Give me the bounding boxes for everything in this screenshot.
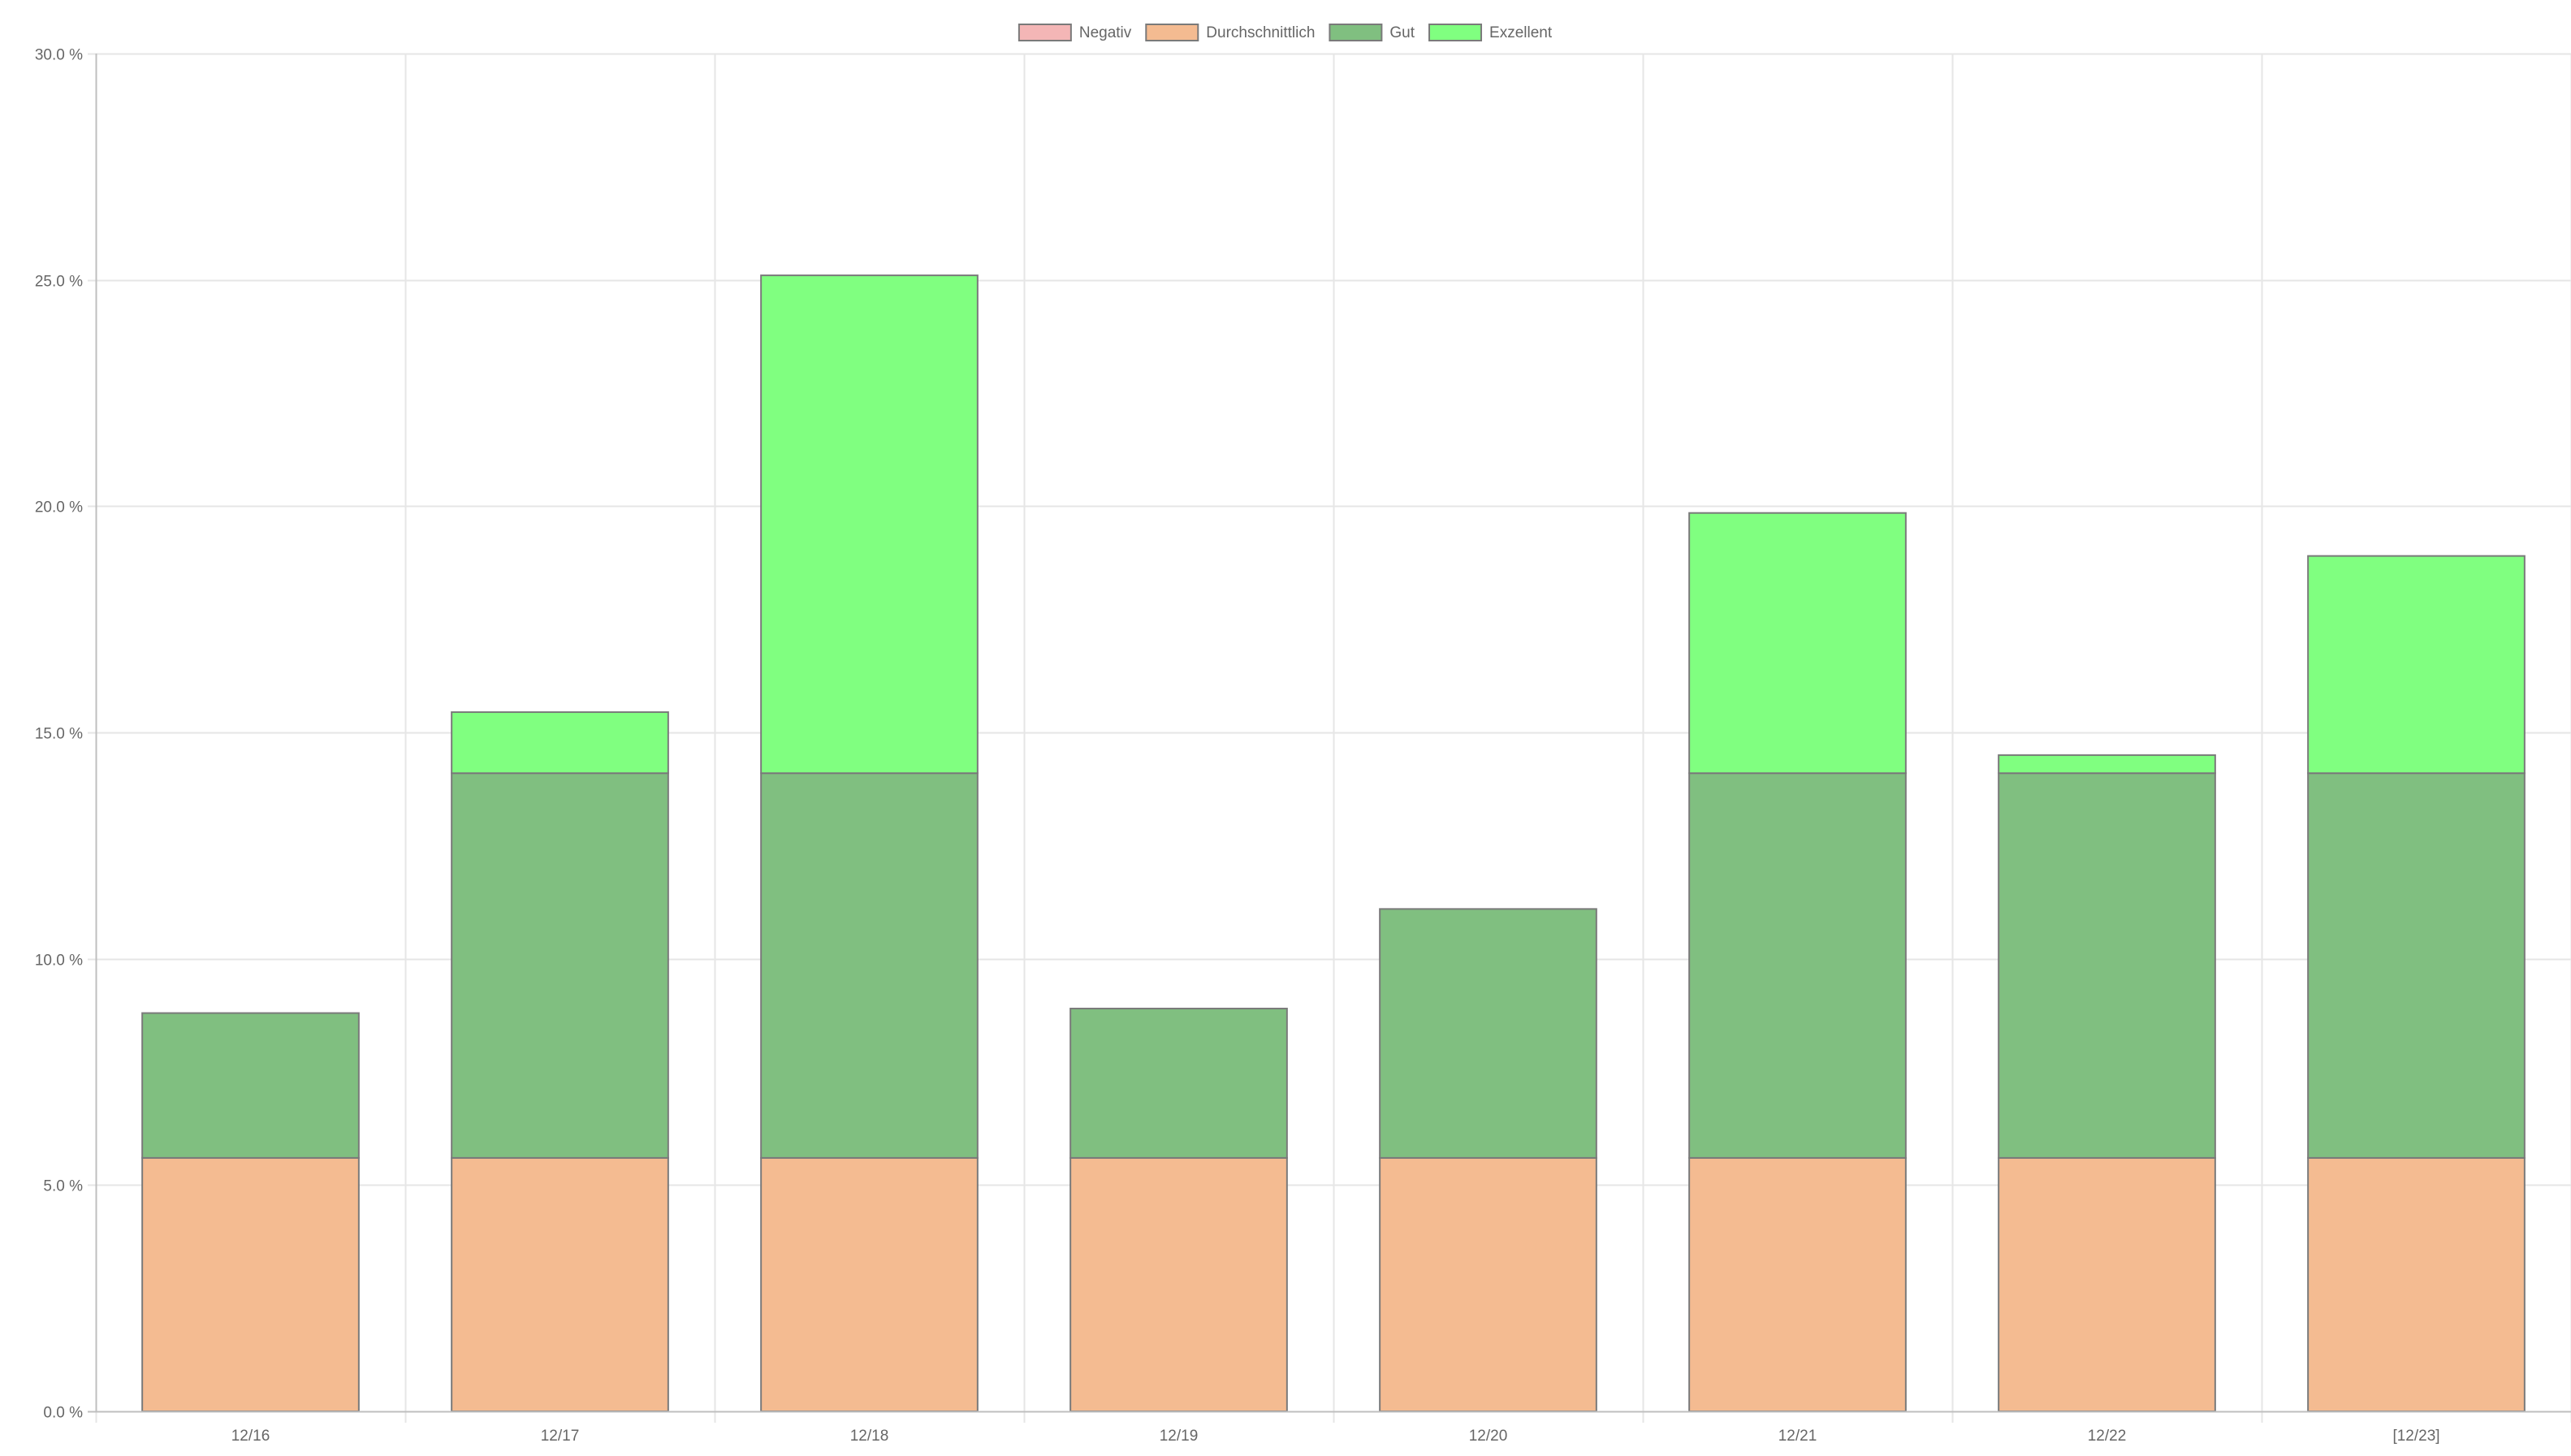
bars <box>141 274 2526 1412</box>
bar-durchschnittlich-7[interactable] <box>2307 1156 2526 1412</box>
legend-item-gut[interactable]: Gut <box>1329 24 1415 41</box>
x-tick-label: 12/22 <box>2088 1428 2127 1445</box>
legend-label: Durchschnittlich <box>1206 24 1315 41</box>
bar-gut-0[interactable] <box>141 1012 360 1159</box>
y-tick-label: 20.0 % <box>35 499 83 516</box>
legend-item-negativ[interactable]: Negativ <box>1018 24 1132 41</box>
bar-exzellent-2[interactable] <box>760 274 979 775</box>
bar-durchschnittlich-2[interactable] <box>760 1156 979 1412</box>
bar-gut-1[interactable] <box>451 772 669 1159</box>
bar-exzellent-6[interactable] <box>1998 754 2216 775</box>
bar-durchschnittlich-4[interactable] <box>1379 1156 1597 1412</box>
bar-exzellent-1[interactable] <box>451 711 669 775</box>
legend-label: Negativ <box>1079 24 1132 41</box>
x-tick-label: 12/21 <box>1778 1428 1817 1445</box>
x-tick-label: 12/19 <box>1160 1428 1199 1445</box>
bar-gut-5[interactable] <box>1688 772 1907 1159</box>
legend-swatch <box>1428 24 1483 41</box>
legend-label: Gut <box>1389 24 1415 41</box>
legend-swatch <box>1145 24 1199 41</box>
bar-gut-4[interactable] <box>1379 908 1597 1159</box>
y-tick-label: 0.0 % <box>43 1405 83 1422</box>
legend[interactable]: Negativ Durchschnittlich Gut Exzellent <box>1018 24 1553 41</box>
axes: 0.0 % 5.0 % 10.0 % 15.0 % 20.0 % 25.0 % 30.0 %… <box>35 47 2571 1445</box>
bar-durchschnittlich-5[interactable] <box>1688 1156 1907 1412</box>
bar-durchschnittlich-6[interactable] <box>1998 1156 2216 1412</box>
legend-swatch <box>1018 24 1072 41</box>
y-tick-label: 15.0 % <box>35 726 83 743</box>
x-tick-label: 12/18 <box>850 1428 889 1445</box>
x-tick-label: [12/23] <box>2392 1428 2439 1445</box>
bar-gut-7[interactable] <box>2307 772 2526 1159</box>
y-tick-label: 10.0 % <box>35 953 83 970</box>
y-tick-label: 30.0 % <box>35 47 83 64</box>
legend-item-durchschnittlich[interactable]: Durchschnittlich <box>1145 24 1315 41</box>
bar-exzellent-5[interactable] <box>1688 512 1907 775</box>
legend-swatch <box>1329 24 1383 41</box>
bar-durchschnittlich-0[interactable] <box>141 1156 360 1412</box>
grid-lines <box>88 53 2571 1423</box>
legend-label: Exzellent <box>1489 24 1553 41</box>
x-tick-label: 12/20 <box>1469 1428 1508 1445</box>
bar-gut-3[interactable] <box>1069 1007 1288 1159</box>
legend-item-exzellent[interactable]: Exzellent <box>1428 24 1553 41</box>
bar-gut-2[interactable] <box>760 772 979 1159</box>
bar-gut-6[interactable] <box>1998 772 2216 1159</box>
y-tick-label: 5.0 % <box>43 1178 83 1195</box>
x-tick-label: 12/16 <box>231 1428 270 1445</box>
y-tick-label: 25.0 % <box>35 274 83 291</box>
x-tick-label: 12/17 <box>541 1428 580 1445</box>
bar-durchschnittlich-1[interactable] <box>451 1156 669 1412</box>
bar-exzellent-7[interactable] <box>2307 555 2526 775</box>
bar-durchschnittlich-3[interactable] <box>1069 1156 1288 1412</box>
